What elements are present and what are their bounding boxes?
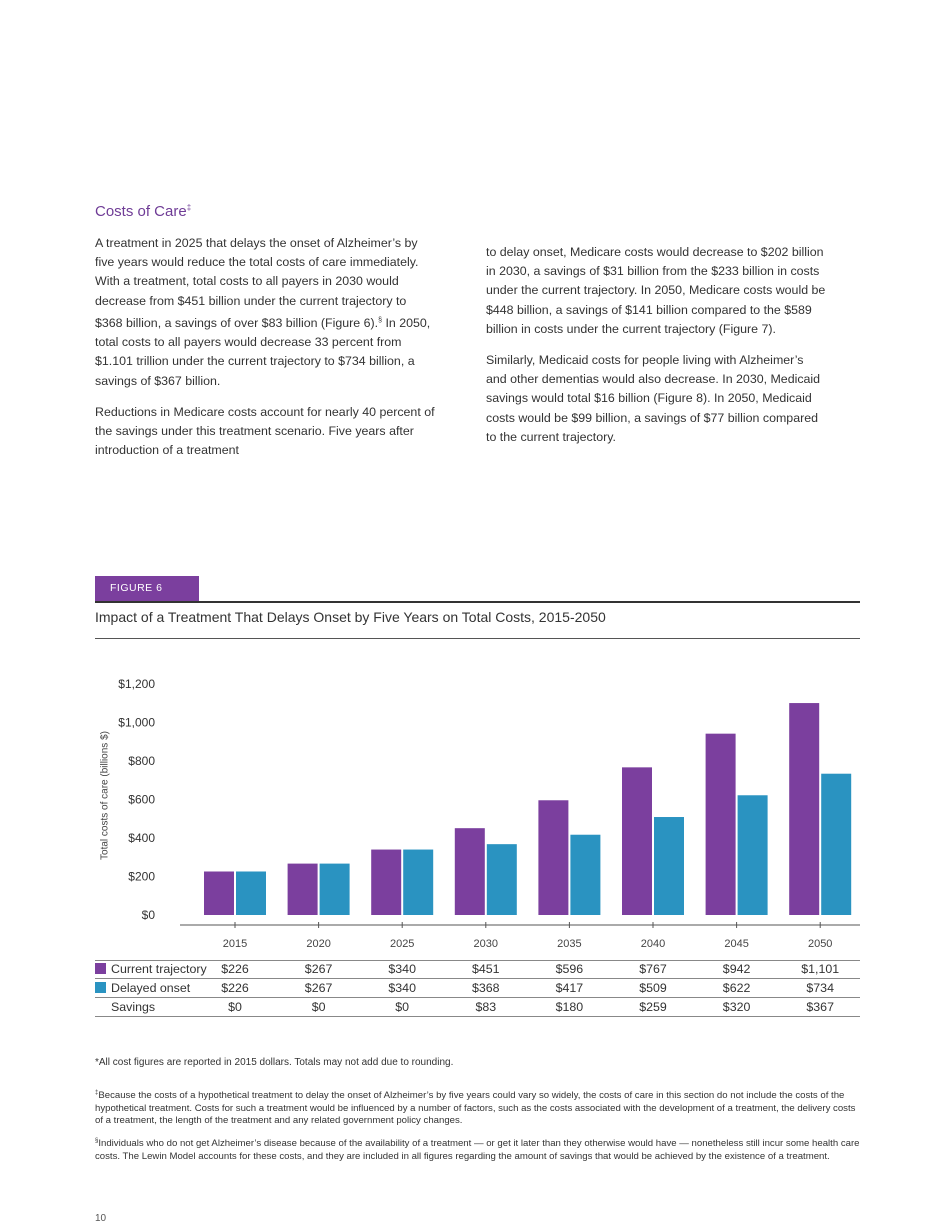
bar-current-trajectory [287,863,318,915]
table-cell: $767 [639,962,667,976]
table-rule [95,978,860,979]
y-tick-label: $400 [128,831,155,845]
x-tick-label: 2025 [390,938,414,950]
bar-current-trajectory [622,767,652,915]
row-label: Delayed onset [95,979,190,998]
table-cell: $226 [221,981,249,995]
x-tick-label: 2040 [641,938,665,950]
table-cell: $340 [388,981,416,995]
paragraph: A treatment in 2025 that delays the onse… [95,236,431,388]
table-cell: $367 [806,1000,834,1014]
table-cell: $622 [722,981,751,995]
y-tick-label: $1,200 [118,677,155,691]
paragraph: Similarly, Medicaid costs for people liv… [486,353,821,444]
table-cell: $267 [304,981,333,995]
divider [95,638,860,639]
row-label: Savings [111,1000,156,1014]
x-tick-label: 2035 [557,938,581,950]
x-tick-label: 2015 [223,938,247,950]
table-row: Delayed onset $226 $267 $340 $368 $417 $509 $62… [95,979,860,998]
table-cell: $0 [228,1000,242,1014]
table-cell: $259 [639,1000,667,1014]
table-cell: $340 [388,962,416,976]
table-rule [95,1016,860,1017]
table-cell: $0 [395,1000,410,1014]
figure-title: Impact of a Treatment That Delays Onset … [95,609,606,625]
y-tick-label: $200 [128,870,155,884]
table-cell: $509 [639,981,667,995]
paragraph: Reductions in Medicare costs account for… [95,404,435,458]
bar-delayed-onset [737,795,768,915]
table-cell: $0 [311,1000,326,1014]
bar-delayed-onset [821,773,852,915]
table-cell: $734 [806,981,834,995]
bar-delayed-onset [654,817,684,915]
table-cell: $417 [555,981,584,995]
table-cell: $942 [722,962,751,976]
figure-tag: FIGURE 6 [95,576,199,601]
x-tick-label: 2050 [808,938,832,950]
table-cell: $451 [472,962,500,976]
bar-current-trajectory [538,800,569,915]
y-tick-label: $600 [128,793,155,807]
x-tick-label: 2045 [724,938,748,950]
table-cell: $83 [475,1000,497,1014]
row-label: Current trajectory [95,960,207,979]
table-cell: $180 [555,1000,584,1014]
right-column: to delay onset, Medicare costs would dec… [486,243,826,459]
bar-current-trajectory [789,703,820,915]
y-tick-label: $1,000 [118,716,155,730]
table-rule [95,997,860,998]
table-cell: $368 [472,981,500,995]
table-rule [95,960,860,961]
table-row: Savings $0 $0 $0 $83 $180 $259 $320 $367 [95,998,860,1017]
table-cell: $226 [221,962,249,976]
bar-current-trajectory [371,849,402,915]
table-cell: $267 [304,962,333,976]
chart-note: *All cost figures are reported in 2015 d… [95,1057,454,1068]
footnote: §Individuals who do not get Alzheimer’s … [95,1138,860,1162]
table-cell: $596 [555,962,584,976]
table-row: Current trajectory $226 $267 $340 $451 $596 $7… [95,960,860,979]
y-tick-label: $0 [142,908,156,922]
legend-swatch [95,982,106,993]
x-tick-label: 2030 [474,938,498,950]
footnote: ‡Because the costs of a hypothetical tre… [95,1090,856,1126]
bar-delayed-onset [319,863,350,915]
table-cell: $1,101 [801,962,840,976]
section-heading: Costs of Care‡ [95,203,192,220]
left-column: A treatment in 2025 that delays the onse… [95,234,435,472]
divider [95,601,860,603]
page-number: 10 [95,1213,107,1224]
bar-chart: $0 $200 $400 $600 $800 $1,000 $1,200 2015 2020 20… [118,677,860,950]
paragraph: to delay onset, Medicare costs would dec… [486,245,826,336]
bar-delayed-onset [236,871,266,915]
table-cell: $320 [722,1000,751,1014]
bar-delayed-onset [570,834,601,915]
bar-current-trajectory [454,828,485,915]
y-tick-label: $800 [128,754,155,768]
x-tick-label: 2020 [306,938,330,950]
bar-current-trajectory [705,733,736,915]
bar-current-trajectory [204,871,234,915]
legend-swatch [95,963,106,974]
bar-delayed-onset [486,844,517,915]
bar-delayed-onset [403,849,434,915]
